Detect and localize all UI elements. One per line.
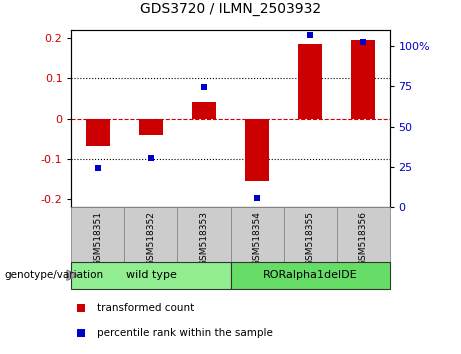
- Bar: [71, 207, 124, 262]
- Bar: [192, 103, 216, 119]
- Bar: [230, 262, 390, 289]
- Text: transformed count: transformed count: [97, 303, 194, 313]
- Text: GSM518356: GSM518356: [359, 211, 367, 267]
- Bar: [86, 119, 110, 146]
- Bar: [230, 207, 284, 262]
- Bar: [124, 207, 177, 262]
- Text: GSM518352: GSM518352: [147, 211, 155, 266]
- Text: GSM518355: GSM518355: [306, 211, 314, 267]
- Text: GSM518354: GSM518354: [253, 211, 261, 266]
- Text: GSM518353: GSM518353: [200, 211, 208, 267]
- Text: RORalpha1delDE: RORalpha1delDE: [263, 270, 357, 280]
- Polygon shape: [67, 270, 78, 280]
- Bar: [245, 119, 269, 181]
- Bar: [139, 119, 163, 135]
- Text: genotype/variation: genotype/variation: [5, 270, 104, 280]
- Text: percentile rank within the sample: percentile rank within the sample: [97, 328, 273, 338]
- Text: GDS3720 / ILMN_2503932: GDS3720 / ILMN_2503932: [140, 2, 321, 16]
- Bar: [298, 44, 322, 119]
- Bar: [351, 40, 375, 119]
- Text: wild type: wild type: [125, 270, 177, 280]
- Bar: [337, 207, 390, 262]
- Text: GSM518351: GSM518351: [94, 211, 102, 267]
- Bar: [284, 207, 337, 262]
- Bar: [177, 207, 230, 262]
- Bar: [71, 262, 230, 289]
